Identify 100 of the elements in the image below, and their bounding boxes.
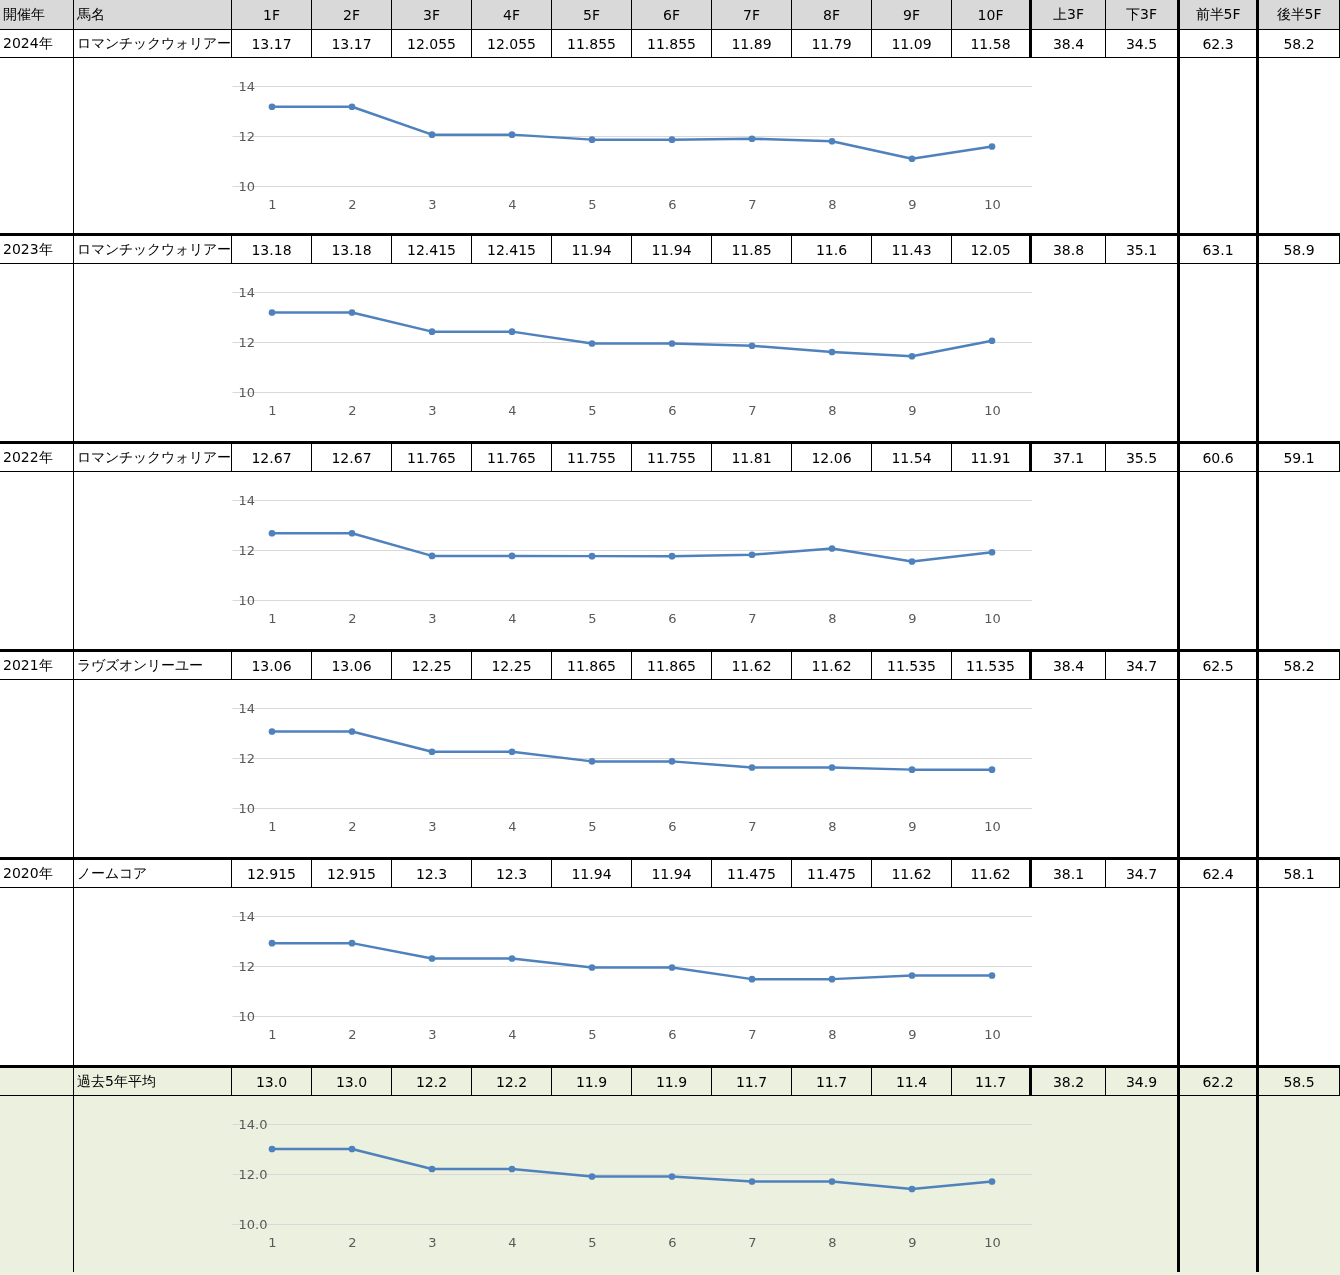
x-tick-label: 3 bbox=[428, 610, 437, 626]
data-label: 13.17 bbox=[232, 30, 312, 58]
data-label: 12.25 bbox=[472, 652, 552, 680]
data-label: 11.62 bbox=[792, 652, 872, 680]
x-tick-label: 10 bbox=[984, 1026, 1001, 1042]
data-label: 13.18 bbox=[232, 236, 312, 264]
text: 下3F bbox=[1106, 0, 1180, 30]
data-label: 11.7 bbox=[792, 1068, 872, 1096]
x-tick-label: 10 bbox=[984, 196, 1001, 212]
point bbox=[988, 1178, 996, 1185]
data-label: 11.755 bbox=[632, 444, 712, 472]
data-label: 11.62 bbox=[712, 652, 792, 680]
point bbox=[508, 131, 516, 138]
data-label: 12.2 bbox=[392, 1068, 472, 1096]
data-label: 12.3 bbox=[472, 860, 552, 888]
text: 37.1 bbox=[1032, 444, 1106, 472]
data-label: 11.535 bbox=[952, 652, 1032, 680]
point bbox=[668, 552, 676, 560]
data-label: 11.475 bbox=[712, 860, 792, 888]
text: 62.4 bbox=[1180, 860, 1259, 888]
text: 2023年 bbox=[0, 236, 74, 264]
data-label: 11.475 bbox=[792, 860, 872, 888]
text: 1F bbox=[232, 0, 312, 30]
text: 63.1 bbox=[1180, 236, 1259, 264]
data-label: 11.765 bbox=[392, 444, 472, 472]
x-tick-label: 1 bbox=[268, 402, 277, 418]
x-tick-label: 9 bbox=[908, 610, 917, 626]
x-tick-label: 6 bbox=[668, 610, 677, 626]
text: 9F bbox=[872, 0, 952, 30]
x-tick-label: 6 bbox=[668, 402, 677, 418]
point bbox=[268, 529, 276, 537]
x-tick-label: 4 bbox=[508, 196, 517, 212]
point bbox=[748, 551, 756, 559]
x-tick-label: 2 bbox=[348, 1026, 357, 1042]
text: 開催年 bbox=[0, 0, 74, 30]
text: 38.8 bbox=[1032, 236, 1106, 264]
x-tick-label: 6 bbox=[668, 1234, 677, 1250]
x-tick-label: 4 bbox=[508, 402, 517, 418]
data-label: 12.055 bbox=[392, 30, 472, 58]
text: 38.1 bbox=[1032, 860, 1106, 888]
data-label: 11.9 bbox=[552, 1068, 632, 1096]
x-tick-label: 6 bbox=[668, 1026, 677, 1042]
data-label: 11.54 bbox=[872, 444, 952, 472]
text: 後半5F bbox=[1259, 0, 1340, 30]
text: 35.5 bbox=[1106, 444, 1180, 472]
y-tick-label: 14 bbox=[238, 908, 256, 924]
x-tick-label: 3 bbox=[428, 818, 437, 834]
data-label: 11.62 bbox=[872, 860, 952, 888]
text: 2021年 bbox=[0, 652, 74, 680]
y-tick-label: 10 bbox=[238, 178, 256, 194]
x-tick-label: 9 bbox=[908, 818, 917, 834]
text: 38.2 bbox=[1032, 1068, 1106, 1096]
text: 34.5 bbox=[1106, 30, 1180, 58]
point bbox=[908, 766, 916, 773]
x-tick-label: 2 bbox=[348, 402, 357, 418]
point bbox=[828, 545, 836, 552]
point bbox=[908, 1185, 916, 1193]
x-tick-label: 10 bbox=[984, 1234, 1001, 1250]
data-label: 11.09 bbox=[872, 30, 952, 58]
text: 前半5F bbox=[1180, 0, 1259, 30]
data-label: 12.055 bbox=[472, 30, 552, 58]
x-tick-label: 3 bbox=[428, 1026, 437, 1042]
data-label: 11.6 bbox=[792, 236, 872, 264]
text: 59.1 bbox=[1259, 444, 1340, 472]
x-tick-label: 8 bbox=[828, 1026, 837, 1042]
data-label: 13.06 bbox=[312, 652, 392, 680]
point bbox=[748, 764, 756, 771]
text: 58.2 bbox=[1259, 30, 1340, 58]
data-label: 12.915 bbox=[232, 860, 312, 888]
text: 34.7 bbox=[1106, 652, 1180, 680]
text: 2024年 bbox=[0, 30, 74, 58]
x-tick-label: 5 bbox=[588, 402, 597, 418]
text: 2020年 bbox=[0, 860, 74, 888]
text: 3F bbox=[392, 0, 472, 30]
x-tick-label: 6 bbox=[668, 196, 677, 212]
data-label: 12.67 bbox=[312, 444, 392, 472]
text: 62.3 bbox=[1180, 30, 1259, 58]
text: 過去5年平均 bbox=[74, 1068, 232, 1096]
text: ラヴズオンリーユー bbox=[74, 652, 232, 680]
point bbox=[428, 955, 436, 962]
x-tick-label: 5 bbox=[588, 818, 597, 834]
text: ロマンチックウォリアー bbox=[74, 30, 232, 58]
y-tick-label: 10 bbox=[238, 800, 256, 816]
x-tick-label: 2 bbox=[348, 1234, 357, 1250]
data-label: 12.415 bbox=[472, 236, 552, 264]
data-label: 13.18 bbox=[312, 236, 392, 264]
text: 34.9 bbox=[1106, 1068, 1180, 1096]
text: 38.4 bbox=[1032, 652, 1106, 680]
data-label: 11.535 bbox=[872, 652, 952, 680]
point bbox=[268, 1145, 276, 1153]
text: 34.7 bbox=[1106, 860, 1180, 888]
data-label: 11.94 bbox=[632, 860, 712, 888]
text: 38.4 bbox=[1032, 30, 1106, 58]
x-tick-label: 4 bbox=[508, 1234, 517, 1250]
y-tick-label: 12 bbox=[238, 958, 256, 974]
x-tick-label: 1 bbox=[268, 610, 277, 626]
x-tick-label: 9 bbox=[908, 1026, 917, 1042]
x-tick-label: 5 bbox=[588, 610, 597, 626]
data-label: 12.05 bbox=[952, 236, 1032, 264]
point bbox=[988, 143, 996, 150]
